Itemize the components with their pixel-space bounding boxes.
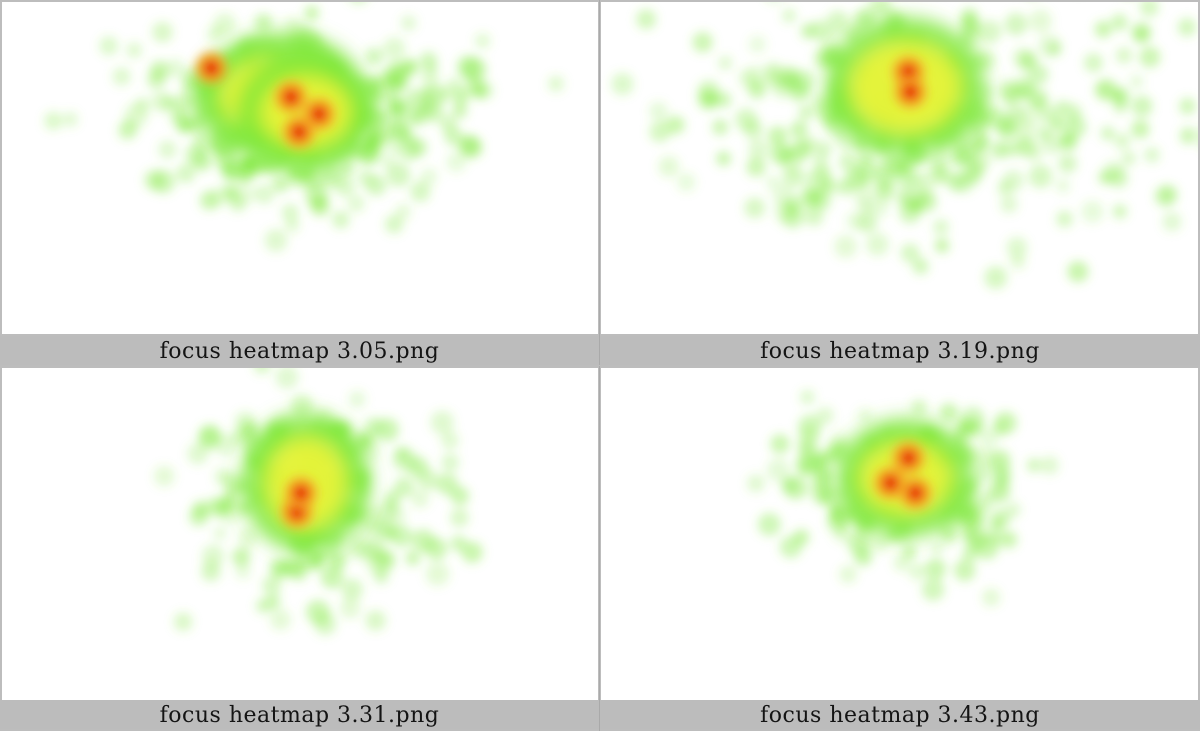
thumbnail-caption: focus heatmap 3.31.png [0,700,599,729]
heatmap-image [601,368,1198,700]
thumbnail-item[interactable]: focus heatmap 3.05.png [0,0,600,365]
thumbnail-item[interactable]: focus heatmap 3.43.png [600,366,1200,731]
heatmap-image [2,368,598,700]
thumbnail-caption: focus heatmap 3.43.png [600,700,1200,729]
thumbnail-item[interactable]: focus heatmap 3.31.png [0,366,600,731]
thumbnail-caption: focus heatmap 3.05.png [0,336,599,365]
heatmap-image [2,2,598,334]
heatmap-graphic [153,368,483,635]
heatmap-image [601,2,1198,334]
thumbnail-caption: focus heatmap 3.19.png [600,336,1200,365]
heatmap-graphic [747,389,1059,607]
heatmap-graphic [44,2,564,252]
thumbnail-item[interactable]: focus heatmap 3.19.png [600,0,1200,365]
heatmap-graphic [611,2,1197,289]
